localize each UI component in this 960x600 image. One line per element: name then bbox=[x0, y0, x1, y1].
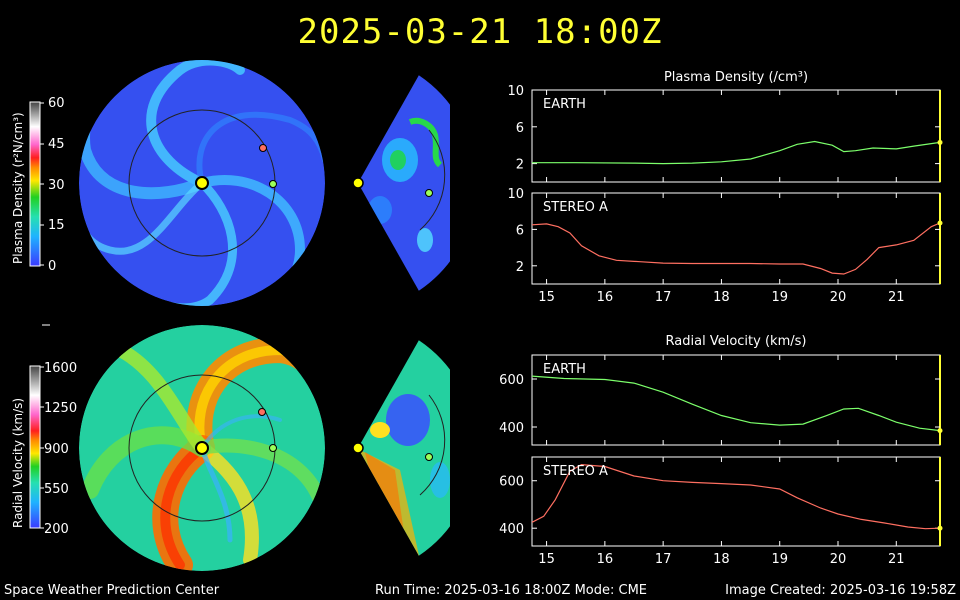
velocity-tick-label: 900 bbox=[44, 442, 69, 457]
current-value-point bbox=[937, 220, 943, 226]
stereo-a-marker bbox=[258, 408, 266, 416]
wedge-orbit-arc bbox=[419, 394, 446, 496]
wedge-orbit-arc bbox=[419, 129, 446, 231]
y-tick-label: 600 bbox=[499, 373, 524, 388]
earth-marker bbox=[269, 444, 277, 452]
series-line bbox=[531, 375, 941, 432]
x-tick-label: 19 bbox=[771, 290, 788, 305]
earth-marker bbox=[425, 189, 433, 197]
sun-marker bbox=[195, 441, 209, 455]
velocity-tick-label: 200 bbox=[44, 522, 69, 537]
y-tick-label: 400 bbox=[499, 421, 524, 436]
y-tick-label: 10 bbox=[507, 84, 524, 99]
x-tick-label: 17 bbox=[655, 290, 672, 305]
x-tick-label: 18 bbox=[713, 290, 730, 305]
velocity-tick-label: 550 bbox=[44, 482, 69, 497]
wedge-edge bbox=[418, 74, 477, 292]
footer-run-info: Run Time: 2025-03-16 18:00Z Mode: CME bbox=[375, 583, 648, 598]
density-panel-title: Plasma Density (/cm³) bbox=[663, 70, 809, 85]
x-tick-label: 20 bbox=[830, 552, 847, 567]
y-tick-label: 2 bbox=[516, 260, 524, 275]
y-tick-label: 2 bbox=[516, 158, 524, 173]
sun-marker bbox=[352, 442, 364, 454]
footer-image-created: Image Created: 2025-03-16 19:58Z bbox=[725, 583, 956, 598]
y-tick-label: 400 bbox=[499, 522, 524, 537]
earth-marker bbox=[269, 180, 277, 188]
y-tick-label: 10 bbox=[507, 187, 524, 202]
current-value-point bbox=[937, 139, 943, 145]
x-tick-label: 19 bbox=[771, 552, 788, 567]
x-tick-label: 20 bbox=[830, 290, 847, 305]
density-tick-label: 0 bbox=[48, 259, 56, 274]
x-tick-label: 21 bbox=[888, 290, 905, 305]
current-value-point bbox=[937, 525, 943, 531]
sun-marker bbox=[352, 177, 364, 189]
current-value-point bbox=[937, 428, 943, 434]
series-line bbox=[532, 140, 941, 165]
x-tick-label: 17 bbox=[655, 552, 672, 567]
series-name-label: EARTH bbox=[543, 97, 586, 112]
density-tick-label: 60 bbox=[48, 96, 65, 111]
y-tick-label: 6 bbox=[516, 121, 524, 136]
velocity-colorbar-ticks bbox=[40, 366, 44, 529]
density-colorbar-label: Plasma Density (r²N/cm³) bbox=[11, 112, 25, 264]
series-name-label: EARTH bbox=[543, 362, 586, 377]
plot-frame bbox=[531, 354, 941, 446]
stereo-a-marker bbox=[259, 144, 267, 152]
density-tick-label: 15 bbox=[48, 218, 65, 233]
series-line bbox=[531, 222, 941, 275]
velocity-tick-label: 1600 bbox=[44, 361, 77, 376]
earth-marker bbox=[425, 453, 433, 461]
y-tick-label: 6 bbox=[516, 223, 524, 238]
y-tick-label: 600 bbox=[499, 475, 524, 490]
series-line bbox=[531, 463, 941, 530]
velocity-colorbar-label: Radial Velocity (km/s) bbox=[11, 398, 25, 528]
velocity-panel-title: Radial Velocity (km/s) bbox=[665, 334, 807, 349]
series-name-label: STEREO A bbox=[543, 464, 608, 479]
sun-marker bbox=[195, 176, 209, 190]
density-tick-label: 30 bbox=[48, 178, 65, 193]
plot-frame bbox=[531, 89, 941, 183]
series-name-label: STEREO A bbox=[543, 200, 608, 215]
wedge-edge bbox=[418, 339, 477, 557]
x-tick-label: 15 bbox=[538, 290, 555, 305]
density-tick-label: 45 bbox=[48, 137, 65, 152]
x-tick-label: 16 bbox=[597, 552, 614, 567]
footer-organization: Space Weather Prediction Center bbox=[4, 583, 220, 598]
density-colorbar-ticks bbox=[40, 102, 44, 266]
x-tick-label: 16 bbox=[597, 290, 614, 305]
velocity-tick-label: 1250 bbox=[44, 401, 77, 416]
x-tick-label: 21 bbox=[888, 552, 905, 567]
x-tick-label: 15 bbox=[538, 552, 555, 567]
x-tick-label: 18 bbox=[713, 552, 730, 567]
velocity-colorbar bbox=[29, 365, 41, 529]
forecast-timestamp-title: 2025-03-21 18:00Z bbox=[297, 12, 663, 52]
